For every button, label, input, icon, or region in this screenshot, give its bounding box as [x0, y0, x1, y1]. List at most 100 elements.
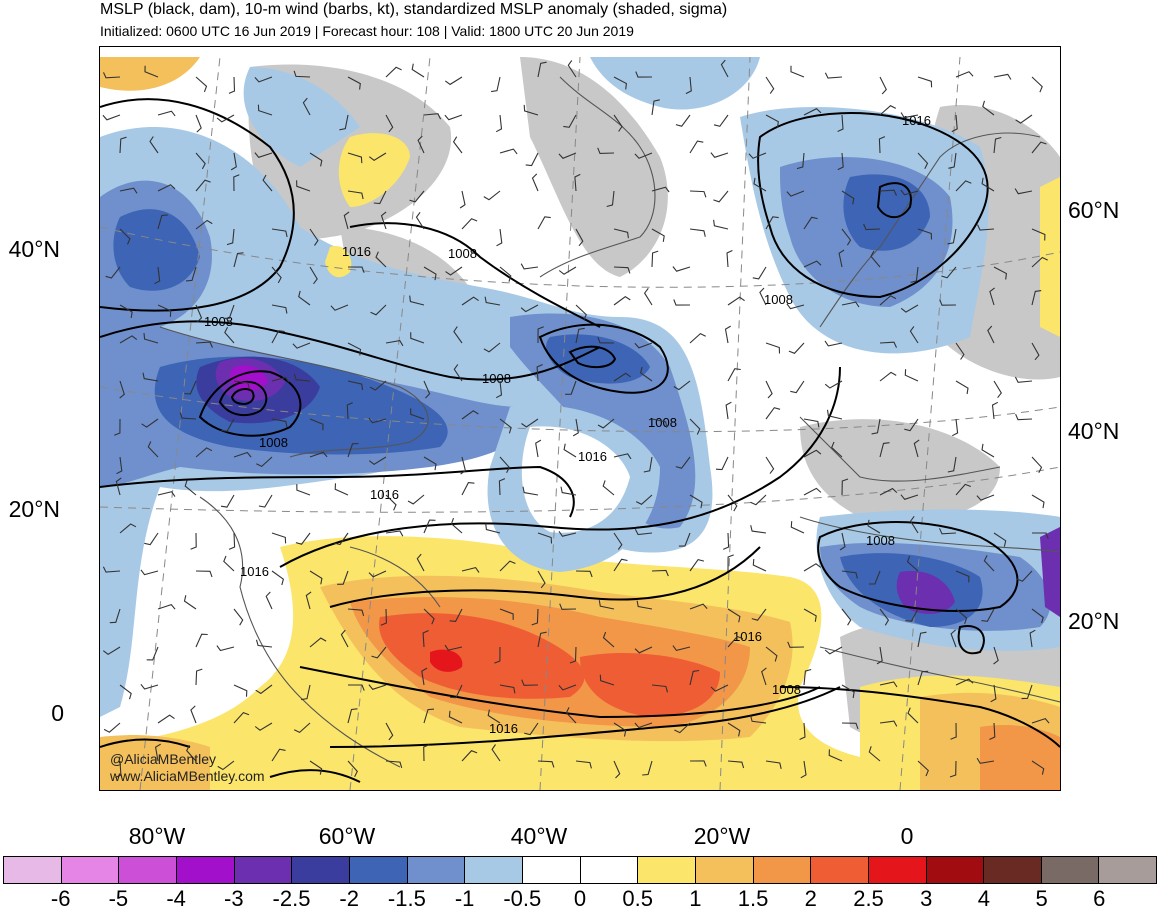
wind-barb — [228, 532, 236, 550]
wind-barb — [1031, 256, 1048, 268]
wind-barb — [955, 608, 968, 624]
wind-barb — [868, 746, 881, 762]
wind-barb — [183, 595, 197, 610]
wind-barb — [838, 249, 845, 268]
wind-barb — [558, 266, 577, 275]
map-panel[interactable]: 1016 1008 1008 1008 1016 1008 1008 1008 … — [99, 46, 1061, 791]
wind-barb — [460, 456, 467, 475]
contour-label: 1008 — [204, 314, 233, 329]
wind-barb — [909, 515, 919, 534]
wind-barb — [499, 418, 512, 434]
wind-barb — [444, 114, 463, 121]
wind-barb — [917, 228, 933, 240]
wind-barb — [271, 304, 288, 314]
colorbar-swatch — [1099, 857, 1157, 883]
wind-barb — [917, 76, 933, 88]
wind-barb — [295, 532, 311, 545]
wind-barb — [255, 639, 273, 648]
wind-barb — [841, 190, 855, 205]
wind-barb — [309, 570, 323, 585]
wind-barb — [750, 715, 767, 724]
wind-barb — [597, 418, 615, 429]
wind-barb — [993, 380, 1002, 399]
wind-barb — [1031, 760, 1045, 775]
wind-barb — [347, 152, 363, 164]
wind-barb — [831, 441, 843, 458]
wind-barb — [254, 722, 273, 731]
lon-label-40w: 40°W — [510, 823, 568, 849]
wind-barb — [939, 299, 957, 306]
wind-barb — [689, 190, 707, 198]
wind-barb — [334, 532, 349, 546]
wind-barb — [634, 646, 653, 654]
wind-barb — [157, 214, 168, 230]
lon-label-80w: 80°W — [128, 823, 186, 849]
wind-barb — [803, 108, 822, 116]
wind-barb — [955, 71, 974, 78]
wind-barb — [879, 487, 898, 496]
wind-barb — [841, 478, 849, 496]
wind-barb — [748, 152, 767, 159]
colorbar-swatch — [119, 857, 177, 883]
wind-barb — [563, 443, 577, 458]
wind-barb — [710, 684, 729, 692]
wind-barb — [602, 480, 615, 496]
wind-barb — [689, 760, 707, 767]
wind-barb — [753, 177, 767, 192]
wind-barb — [525, 152, 539, 167]
wind-barb — [103, 722, 121, 733]
wind-barb — [824, 380, 843, 389]
wind-barb — [879, 681, 898, 688]
wind-barb — [803, 418, 820, 428]
wind-barb — [752, 558, 767, 572]
wind-barb — [947, 456, 957, 473]
wind-barb — [450, 517, 463, 534]
wind-barb — [955, 570, 970, 583]
wind-barb — [841, 608, 852, 626]
colorbar-tick-label: 4 — [977, 886, 991, 911]
wind-barb — [575, 228, 584, 247]
wind-barb — [917, 152, 929, 169]
colorbar-swatch — [753, 857, 812, 883]
wind-barb — [952, 418, 959, 437]
wind-barb — [444, 644, 463, 651]
wind-barb — [499, 266, 512, 282]
wind-barb — [906, 555, 919, 572]
wind-barb — [765, 456, 775, 474]
wind-barb — [765, 760, 782, 770]
wind-barb — [368, 152, 387, 161]
wind-barb — [217, 760, 235, 771]
wind-barb — [788, 342, 805, 354]
wind-barb — [347, 190, 364, 200]
wind-barb — [1031, 494, 1045, 509]
wind-barb — [726, 250, 733, 268]
wind-barb — [483, 342, 501, 353]
wind-barb — [909, 326, 919, 344]
wind-barb — [689, 228, 706, 237]
wind-barb — [301, 684, 311, 701]
wind-barb — [195, 633, 208, 648]
wind-barb — [993, 73, 1012, 80]
wind-barb — [727, 760, 745, 769]
wind-barb — [195, 570, 213, 578]
wind-barb — [190, 705, 197, 724]
wind-barb — [841, 301, 860, 308]
wind-barb — [867, 519, 881, 534]
wind-barb — [309, 637, 327, 648]
wind-barb — [727, 722, 741, 737]
wind-barb — [713, 190, 729, 203]
wind-barb — [597, 337, 615, 344]
wind-barb — [116, 456, 123, 475]
wind-barb — [713, 219, 729, 230]
wind-barb — [149, 136, 159, 154]
wind-barb — [262, 174, 273, 192]
wind-barb — [537, 631, 547, 648]
wind-barb — [710, 152, 729, 158]
wind-barb — [905, 608, 919, 622]
contour-label: 1016 — [240, 564, 269, 579]
wind-barb — [223, 304, 235, 319]
wind-barb — [800, 760, 807, 779]
wind-barb — [558, 152, 577, 159]
wind-barb — [347, 608, 365, 617]
wind-barb — [803, 668, 812, 686]
